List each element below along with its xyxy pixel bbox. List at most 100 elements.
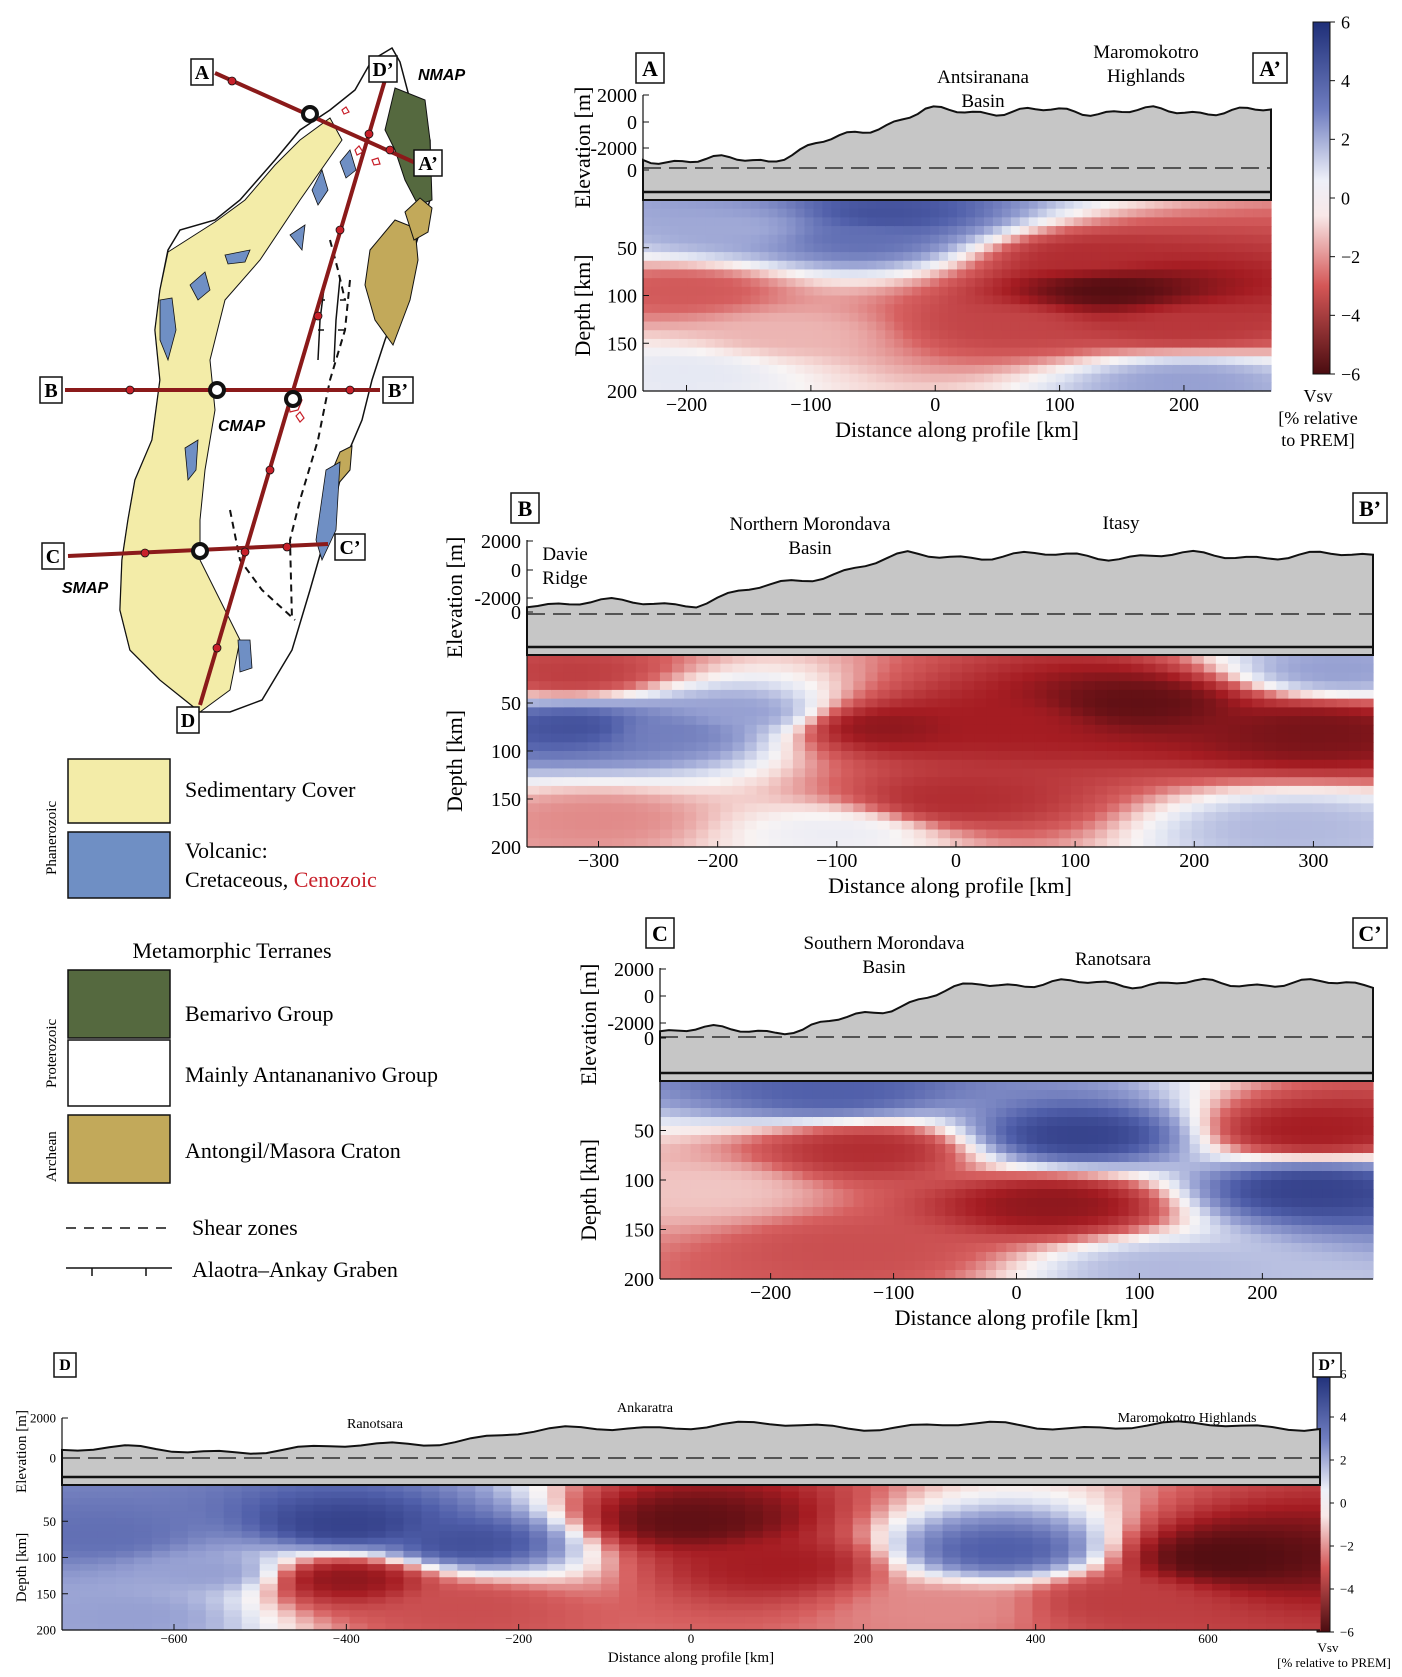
heatmap-cell — [804, 716, 818, 726]
heatmap-cell — [1312, 716, 1326, 726]
heatmap-cell — [611, 803, 625, 813]
heatmap-cell — [1250, 1117, 1262, 1127]
heatmap-cell — [79, 1498, 99, 1506]
heatmap-cell — [1097, 1261, 1109, 1271]
heatmap-cell — [684, 820, 697, 831]
heatmap-cell — [1203, 724, 1217, 735]
heatmap-cell — [1262, 208, 1272, 218]
heatmap-cell — [1019, 226, 1030, 236]
heatmap-cell — [924, 1108, 936, 1118]
heatmap-cell — [720, 768, 734, 778]
heatmap-cell — [696, 689, 709, 700]
heatmap-cell — [756, 672, 770, 682]
heatmap-cell — [1252, 838, 1265, 848]
heatmap-cell — [817, 812, 830, 822]
heatmap-cell — [812, 1225, 824, 1235]
heatmap-cell — [1253, 295, 1263, 305]
heatmap-cell — [1300, 707, 1314, 717]
x-tick-label: 300 — [1298, 850, 1328, 872]
heatmap-cell — [623, 759, 637, 770]
station-cmap-west — [208, 381, 226, 399]
heatmap-cell — [914, 1153, 926, 1163]
heatmap-cell — [551, 681, 564, 691]
heatmap-cell — [822, 1144, 834, 1154]
heatmap-cell — [1167, 838, 1181, 848]
heatmap-cell — [1264, 803, 1277, 813]
heatmap-cell — [527, 829, 540, 839]
heatmap-cell — [853, 1090, 865, 1100]
heatmap-cell — [708, 663, 721, 674]
heatmap-cell — [965, 243, 976, 253]
heatmap-cell — [1097, 1189, 1109, 1199]
heatmap-cell — [1118, 1117, 1130, 1127]
heatmap-cell — [843, 1180, 855, 1190]
heatmap-cell — [1352, 1108, 1364, 1118]
heatmap-cell — [1215, 751, 1229, 761]
heatmap-cell — [732, 295, 743, 305]
heatmap-cell — [643, 347, 653, 357]
heatmap-cell — [1036, 1207, 1048, 1217]
heatmap-cell — [1300, 785, 1314, 796]
heatmap-cell — [635, 777, 649, 787]
heatmap-cell — [670, 1207, 681, 1217]
heatmap-cell — [705, 356, 716, 366]
heatmap-cell — [1179, 742, 1193, 752]
heatmap-cell — [1190, 382, 1200, 392]
heatmap-cell — [1264, 655, 1277, 665]
heatmap-cell — [1189, 1144, 1201, 1154]
heatmap-cell — [761, 1243, 773, 1253]
heatmap-cell — [849, 243, 859, 253]
heatmap-cell — [756, 777, 770, 787]
heatmap-cell — [1010, 820, 1024, 831]
heatmap-cell — [1107, 733, 1120, 743]
heatmap-cell — [795, 295, 806, 305]
heatmap-cell — [822, 243, 832, 253]
heatmap-cell — [831, 364, 841, 375]
heatmap-cell — [1264, 681, 1277, 691]
heatmap-cell — [1145, 356, 1155, 366]
heatmap-cell — [1119, 768, 1132, 778]
heatmap-cell — [1324, 838, 1338, 848]
heatmap-cell — [1311, 1081, 1323, 1091]
heatmap-cell — [1067, 1198, 1079, 1208]
heatmap-cell — [1136, 278, 1146, 288]
heatmap-cell — [876, 338, 886, 349]
heatmap-cell — [1227, 716, 1241, 726]
heatmap-cell — [1260, 1261, 1272, 1271]
map-marker-B: B — [39, 376, 63, 404]
heatmap-cell — [1199, 200, 1209, 210]
heatmap-cell — [1262, 321, 1272, 331]
heatmap-cell — [1097, 1108, 1109, 1118]
heatmap-cell — [965, 200, 976, 210]
heatmap-cell — [115, 1577, 135, 1585]
heatmap-cell — [768, 304, 779, 314]
heatmap-cell — [1118, 252, 1129, 262]
heatmap-cell — [687, 356, 698, 366]
heatmap-cell — [1057, 1153, 1069, 1163]
heatmap-cell — [998, 689, 1012, 700]
heatmap-cell — [1046, 260, 1057, 271]
elevation-tick-label: 0 — [644, 1028, 654, 1050]
heatmap-cell — [925, 838, 939, 848]
heatmap-cell — [1136, 338, 1146, 349]
heatmap-cell — [965, 286, 976, 297]
heatmap-cell — [885, 286, 895, 297]
heatmap-cell — [1073, 269, 1084, 279]
heatmap-cell — [867, 304, 877, 314]
heatmap-cell — [768, 724, 782, 735]
heatmap-cell — [660, 295, 671, 305]
heatmap-cell — [1199, 260, 1209, 271]
heatmap-cell — [937, 768, 951, 778]
heatmap-cell — [635, 785, 649, 796]
heatmap-cell — [780, 655, 794, 665]
heatmap-cell — [1208, 338, 1218, 349]
heatmap-cell — [975, 1234, 987, 1244]
heatmap-cell — [660, 208, 671, 218]
heatmap-cell — [889, 672, 903, 682]
heatmap-cell — [720, 681, 734, 691]
heatmap-cell — [539, 768, 552, 778]
heatmap-cell — [750, 321, 761, 331]
heatmap-cell — [1095, 812, 1108, 822]
heatmap-cell — [777, 226, 788, 236]
heatmap-cell — [913, 768, 927, 778]
